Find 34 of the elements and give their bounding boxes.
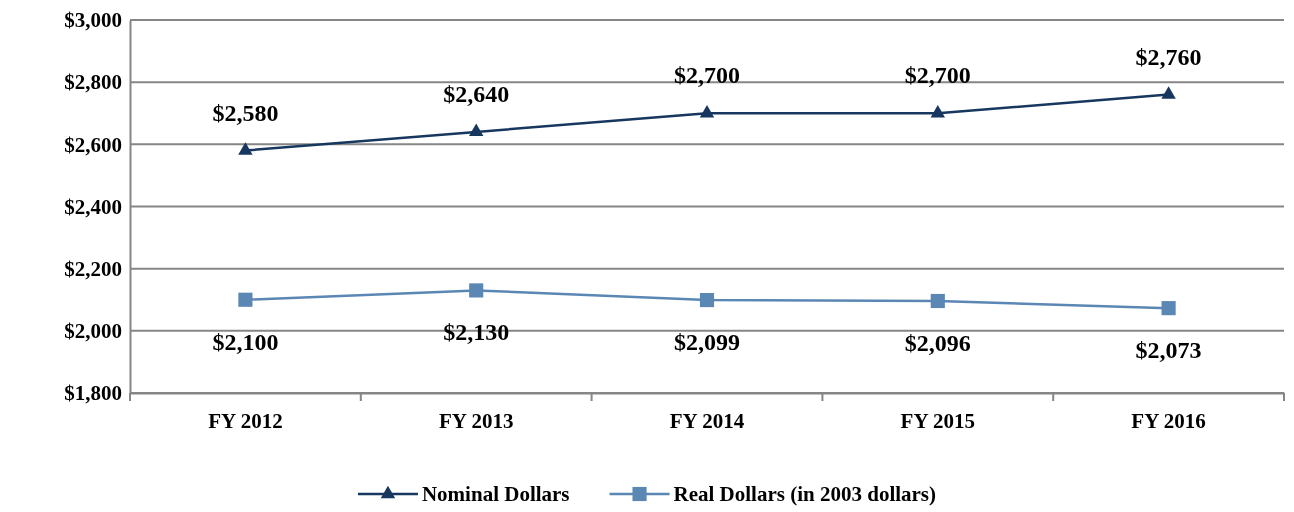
x-tick-label: FY 2013 <box>438 408 514 433</box>
y-tick-label: $2,800 <box>64 70 122 95</box>
data-label: $2,099 <box>674 329 740 356</box>
point <box>699 104 715 118</box>
data-label: $2,073 <box>1135 337 1202 364</box>
x-tick-label: FY 2016 <box>1131 408 1206 433</box>
data-label: $2,580 <box>212 99 279 126</box>
point <box>699 292 715 308</box>
point <box>469 283 484 298</box>
y-tick-label: $1,800 <box>64 381 122 406</box>
data-label: $2,700 <box>674 62 740 89</box>
x-tick-label: FY 2014 <box>669 408 745 433</box>
x-tick-label: FY 2012 <box>208 408 283 433</box>
x-tick-label: FY 2015 <box>900 408 976 433</box>
y-tick-label: $2,600 <box>64 132 122 157</box>
data-label: $2,100 <box>212 328 279 355</box>
data-label: $2,096 <box>904 329 971 356</box>
point <box>238 292 253 307</box>
y-tick-label: $2,400 <box>64 194 122 219</box>
y-tick-label: $2,000 <box>64 319 122 344</box>
y-tick-label: $2,200 <box>64 256 122 281</box>
point <box>1161 301 1176 316</box>
legend-label: Nominal Dollars <box>421 482 570 507</box>
data-label: $2,130 <box>443 319 510 346</box>
y-tick-label: $3,000 <box>64 8 122 33</box>
point <box>1161 86 1176 99</box>
point <box>238 142 253 155</box>
data-label: $2,700 <box>904 62 971 89</box>
point <box>930 293 945 309</box>
data-label: $2,760 <box>1135 43 1202 70</box>
legend-label: Real Dollars (in 2003 dollars) <box>673 482 937 507</box>
data-label: $2,640 <box>443 80 510 107</box>
point <box>930 104 946 118</box>
point <box>468 123 484 137</box>
